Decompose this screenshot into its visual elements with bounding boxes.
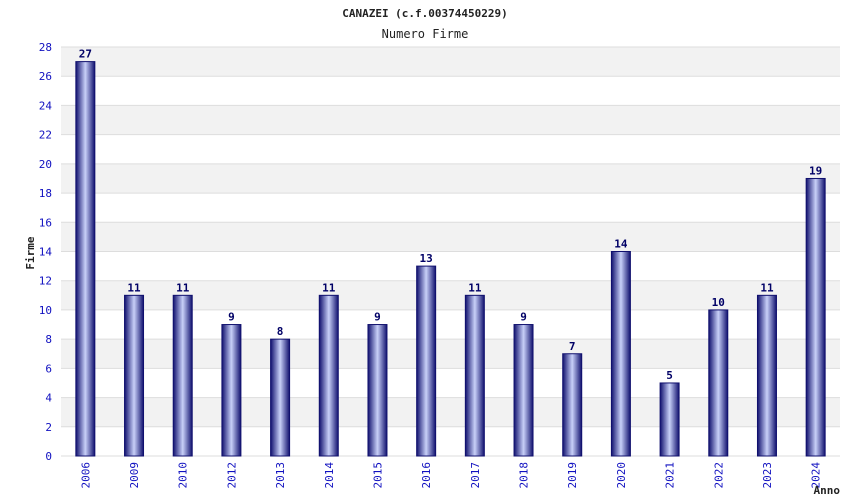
x-tick-label: 2024: [810, 462, 823, 489]
data-label: 11: [468, 281, 482, 294]
data-label: 9: [520, 311, 527, 324]
y-tick-label: 0: [45, 450, 52, 463]
y-tick-label: 18: [39, 187, 52, 200]
x-tick-label: 2017: [469, 462, 482, 489]
data-label: 14: [614, 238, 628, 251]
grid-band: [61, 193, 840, 223]
grid-band: [61, 251, 840, 281]
y-tick-label: 8: [45, 333, 52, 346]
x-axis-label: Anno: [814, 484, 841, 497]
data-label: 10: [712, 296, 725, 309]
chart-title: CANAZEI (c.f.00374450229): [342, 7, 508, 20]
y-tick-label: 16: [39, 216, 52, 229]
y-tick-label: 4: [45, 392, 52, 405]
bar: [221, 324, 242, 457]
bar: [513, 324, 534, 457]
x-tick-label: 2014: [323, 462, 336, 489]
data-label: 9: [228, 311, 235, 324]
data-label: 11: [127, 281, 141, 294]
y-tick-label: 14: [39, 246, 53, 259]
y-tick-label: 22: [39, 129, 52, 142]
x-tick-label: 2020: [615, 462, 628, 489]
x-tick-label: 2021: [664, 462, 677, 489]
x-tick-label: 2023: [761, 462, 774, 489]
chart-subtitle: Numero Firme: [382, 27, 469, 41]
bar: [708, 309, 729, 457]
y-tick-label: 28: [39, 41, 52, 54]
y-tick-label: 10: [39, 304, 52, 317]
data-label: 9: [374, 311, 381, 324]
bar: [367, 324, 388, 457]
x-tick-label: 2018: [518, 462, 531, 489]
x-tick-label: 2015: [371, 462, 384, 489]
y-tick-label: 12: [39, 275, 52, 288]
y-tick-label: 2: [45, 421, 52, 434]
x-tick-label: 2010: [177, 462, 190, 489]
x-tick-label: 2009: [128, 462, 141, 489]
y-tick-label: 26: [39, 70, 52, 83]
data-label: 7: [569, 340, 576, 353]
bars: 27 11 11 9 8 11 9 13 11 9 7 14 5 10 11 19: [75, 48, 826, 457]
bar: [610, 251, 631, 457]
bar: [562, 353, 583, 457]
bar: [756, 294, 777, 457]
grid-band: [61, 47, 840, 77]
y-tick-label: 24: [39, 99, 53, 112]
data-label: 11: [322, 281, 336, 294]
grid-band: [61, 76, 840, 106]
bar: [172, 294, 193, 457]
x-tick-label: 2012: [225, 462, 238, 489]
bar: [805, 177, 826, 457]
bar: [75, 61, 96, 457]
y-axis-label: Firme: [24, 236, 37, 269]
data-label: 11: [760, 281, 774, 294]
x-tick-label: 2022: [712, 462, 725, 489]
bar: [464, 294, 485, 457]
grid-band: [61, 222, 840, 252]
y-tick-label: 20: [39, 158, 52, 171]
bar: [659, 382, 680, 457]
grid-band: [61, 134, 840, 164]
x-tick-label: 2006: [79, 462, 92, 489]
bar: [416, 265, 437, 457]
grid-band: [61, 163, 840, 194]
grid-band: [61, 105, 840, 135]
bar: [318, 294, 339, 457]
bar: [124, 294, 145, 457]
data-label: 19: [809, 164, 822, 177]
x-tick-label: 2013: [274, 462, 287, 489]
x-axis-ticks: 2006 2009 2010 2012 2013 2014 2015 2016 2017 2018…: [79, 462, 822, 489]
x-tick-label: 2019: [566, 462, 579, 489]
data-label: 8: [277, 325, 284, 338]
data-label: 13: [420, 252, 433, 265]
data-label: 27: [79, 48, 92, 61]
bar: [270, 338, 291, 457]
data-label: 5: [666, 369, 673, 382]
data-label: 11: [176, 281, 190, 294]
x-tick-label: 2016: [420, 462, 433, 489]
y-tick-label: 6: [45, 362, 52, 375]
